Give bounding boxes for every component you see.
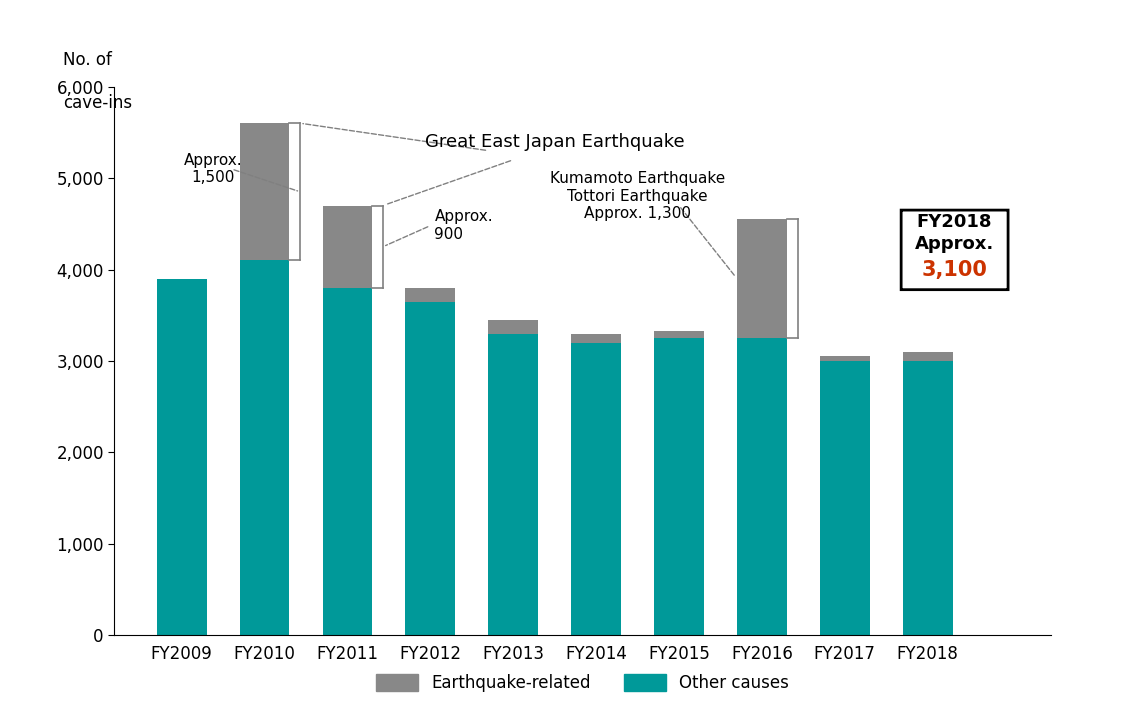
Bar bbox=[737, 219, 787, 338]
Bar bbox=[489, 320, 538, 334]
Bar bbox=[654, 338, 703, 635]
Bar bbox=[156, 279, 207, 635]
Bar bbox=[820, 357, 870, 361]
Text: Approx.
1,500: Approx. 1,500 bbox=[184, 153, 242, 185]
Legend: Earthquake-related, Other causes: Earthquake-related, Other causes bbox=[369, 667, 796, 698]
Text: FY2018: FY2018 bbox=[917, 213, 992, 231]
Bar bbox=[322, 206, 372, 288]
Bar bbox=[405, 288, 456, 302]
Text: No. of: No. of bbox=[63, 51, 112, 69]
Text: Great East Japan Earthquake: Great East Japan Earthquake bbox=[425, 133, 684, 150]
Bar bbox=[737, 338, 787, 635]
Text: 3,100: 3,100 bbox=[922, 259, 988, 279]
Text: Approx.
900: Approx. 900 bbox=[434, 209, 493, 242]
Bar bbox=[820, 361, 870, 635]
Text: Approx.: Approx. bbox=[915, 235, 995, 253]
Bar bbox=[571, 343, 621, 635]
Bar bbox=[240, 261, 289, 635]
Bar bbox=[240, 123, 289, 261]
Bar bbox=[571, 334, 621, 343]
Bar bbox=[903, 352, 952, 361]
FancyBboxPatch shape bbox=[901, 210, 1008, 290]
Bar bbox=[903, 361, 952, 635]
Bar bbox=[654, 331, 703, 338]
Bar bbox=[322, 288, 372, 635]
Text: Kumamoto Earthquake
Tottori Earthquake
Approx. 1,300: Kumamoto Earthquake Tottori Earthquake A… bbox=[550, 172, 725, 221]
Bar bbox=[405, 302, 456, 635]
Bar bbox=[489, 334, 538, 635]
Text: cave-ins: cave-ins bbox=[63, 94, 132, 112]
